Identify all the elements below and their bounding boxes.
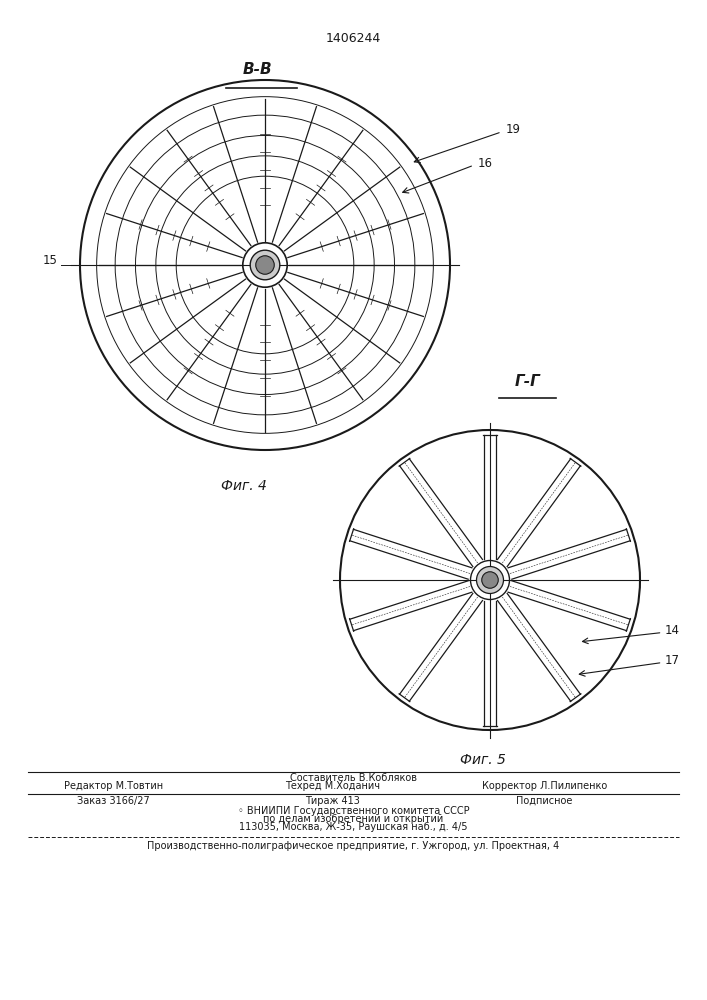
Ellipse shape [256,256,274,274]
Text: Тираж 413: Тираж 413 [305,796,360,806]
Text: В-В: В-В [243,62,273,78]
Text: Г-Г: Г-Г [515,374,540,389]
Text: 19: 19 [506,123,520,136]
Ellipse shape [481,572,498,588]
Text: Заказ 3166/27: Заказ 3166/27 [77,796,149,806]
Text: Техред М.Ходанич: Техред М.Ходанич [285,781,380,791]
Text: ◦ ВНИИПИ Государственного комитета СССР: ◦ ВНИИПИ Государственного комитета СССР [238,806,469,816]
Text: 113035, Москва, Ж-35, Раушская наб., д. 4/5: 113035, Москва, Ж-35, Раушская наб., д. … [239,822,468,832]
Text: 17: 17 [665,654,679,667]
Text: по делам изобретений и открытий: по делам изобретений и открытий [264,814,443,824]
Text: 16: 16 [478,157,493,170]
Text: 1406244: 1406244 [326,31,381,44]
Text: Составитель В.Кобляков: Составитель В.Кобляков [290,773,417,783]
Text: 15: 15 [43,253,58,266]
Text: 14: 14 [665,624,679,637]
Text: Редактор М.Товтин: Редактор М.Товтин [64,781,163,791]
Text: Подписное: Подписное [516,796,573,806]
Ellipse shape [250,250,280,280]
Text: Фиг. 5: Фиг. 5 [460,753,506,767]
Text: Корректор Л.Пилипенко: Корректор Л.Пилипенко [481,781,607,791]
Ellipse shape [477,566,503,593]
Text: Фиг. 4: Фиг. 4 [221,479,267,493]
Text: Производственно-полиграфическое предприятие, г. Ужгород, ул. Проектная, 4: Производственно-полиграфическое предприя… [147,841,560,851]
